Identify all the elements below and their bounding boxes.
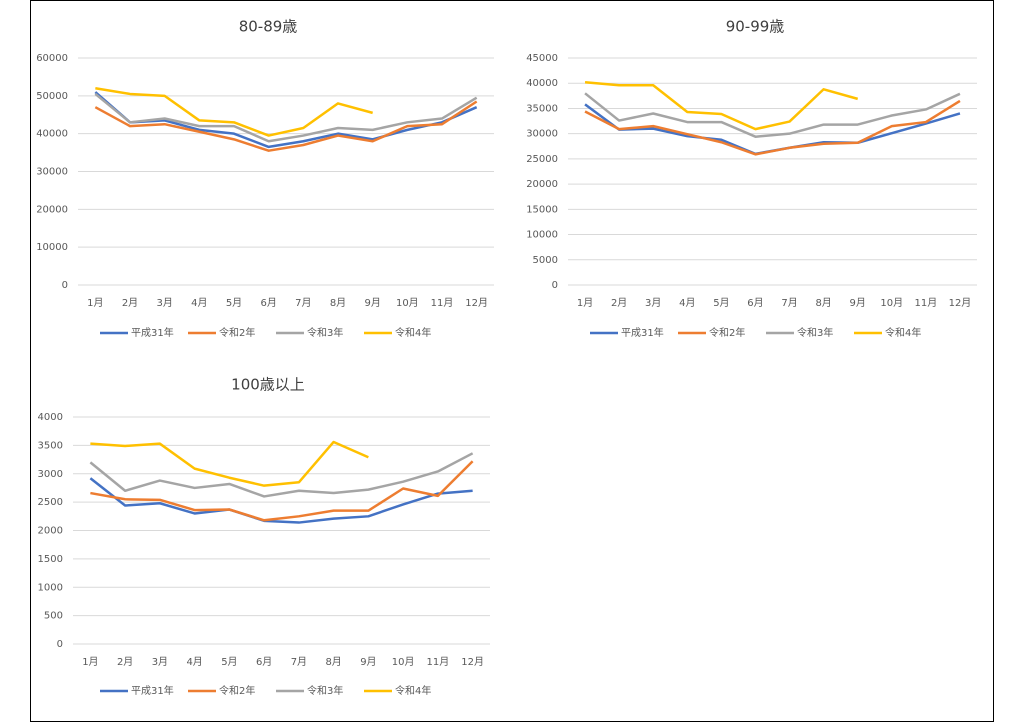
x-tick-label: 8月	[325, 656, 341, 668]
legend-label: 平成31年	[621, 326, 664, 339]
chart-title: 100歳以上	[231, 376, 305, 394]
x-tick-label: 2月	[117, 656, 133, 668]
y-tick-label: 40000	[36, 129, 68, 140]
x-tick-label: 4月	[191, 297, 207, 309]
y-tick-label: 1000	[38, 582, 63, 593]
series-line	[584, 92, 961, 138]
x-tick-label: 7月	[781, 297, 797, 309]
series-line	[95, 87, 373, 137]
x-tick-label: 9月	[850, 297, 866, 309]
series-line	[584, 80, 859, 131]
series-line	[584, 99, 961, 156]
series-line	[94, 92, 478, 143]
x-tick-label: 11月	[915, 297, 938, 309]
y-tick-label: 0	[552, 280, 558, 291]
y-tick-label: 10000	[526, 230, 558, 241]
legend-label: 令和3年	[797, 326, 833, 339]
x-tick-label: 3月	[156, 297, 172, 309]
x-tick-label: 11月	[427, 656, 450, 668]
y-tick-label: 50000	[36, 91, 68, 102]
x-tick-label: 8月	[330, 297, 346, 309]
y-tick-label: 20000	[36, 204, 68, 215]
y-tick-label: 3500	[38, 440, 63, 451]
x-tick-label: 7月	[295, 297, 311, 309]
y-tick-label: 0	[62, 280, 68, 291]
x-tick-label: 4月	[186, 656, 202, 668]
y-tick-label: 15000	[526, 204, 558, 215]
y-tick-label: 2000	[38, 526, 63, 537]
x-tick-label: 6月	[260, 297, 276, 309]
y-tick-label: 4000	[38, 412, 63, 423]
x-tick-label: 12月	[949, 297, 972, 309]
legend-label: 令和4年	[395, 684, 431, 697]
frame	[30, 0, 994, 722]
y-tick-label: 500	[44, 611, 63, 622]
y-tick-label: 25000	[526, 154, 558, 165]
legend-label: 令和4年	[885, 326, 921, 339]
x-tick-label: 5月	[226, 297, 242, 309]
x-tick-label: 4月	[679, 297, 695, 309]
x-tick-label: 12月	[465, 297, 488, 309]
y-tick-label: 30000	[526, 129, 558, 140]
y-tick-label: 5000	[533, 255, 558, 266]
y-tick-label: 1500	[38, 554, 63, 565]
x-tick-label: 9月	[360, 656, 376, 668]
y-tick-label: 40000	[526, 78, 558, 89]
legend-label: 平成31年	[131, 326, 174, 339]
x-tick-label: 7月	[291, 656, 307, 668]
y-tick-label: 45000	[526, 53, 558, 64]
x-tick-label: 10月	[396, 297, 419, 309]
series-line	[94, 91, 478, 149]
x-tick-label: 1月	[87, 297, 103, 309]
x-tick-label: 6月	[256, 656, 272, 668]
legend-label: 令和4年	[395, 326, 431, 339]
chart-title: 80-89歳	[239, 18, 298, 36]
x-tick-label: 1月	[82, 656, 98, 668]
legend-label: 平成31年	[131, 684, 174, 697]
y-tick-label: 30000	[36, 167, 68, 178]
series-line	[89, 477, 473, 524]
x-tick-label: 10月	[392, 656, 415, 668]
y-tick-label: 10000	[36, 242, 68, 253]
legend-label: 令和2年	[219, 684, 255, 697]
chart-title: 90-99歳	[726, 18, 785, 36]
x-tick-label: 12月	[461, 656, 484, 668]
series-line	[89, 452, 474, 498]
x-tick-label: 2月	[122, 297, 138, 309]
legend-label: 令和3年	[307, 326, 343, 339]
y-tick-label: 2500	[38, 497, 63, 508]
legend-label: 令和2年	[709, 326, 745, 339]
y-tick-label: 0	[57, 639, 63, 650]
legend-label: 令和2年	[219, 326, 255, 339]
x-tick-label: 8月	[815, 297, 831, 309]
x-tick-label: 10月	[880, 297, 903, 309]
x-tick-label: 6月	[747, 297, 763, 309]
x-tick-label: 3月	[152, 656, 168, 668]
x-tick-label: 9月	[364, 297, 380, 309]
y-tick-label: 35000	[526, 103, 558, 114]
legend-label: 令和3年	[307, 684, 343, 697]
x-tick-label: 11月	[431, 297, 454, 309]
x-tick-label: 5月	[713, 297, 729, 309]
x-tick-label: 1月	[577, 297, 593, 309]
x-tick-label: 2月	[611, 297, 627, 309]
series-line	[90, 440, 369, 487]
y-tick-label: 60000	[36, 53, 68, 64]
y-tick-label: 3000	[38, 469, 63, 480]
x-tick-label: 5月	[221, 656, 237, 668]
x-tick-label: 3月	[645, 297, 661, 309]
series-line	[90, 460, 474, 522]
y-tick-label: 20000	[526, 179, 558, 190]
series-line	[94, 100, 478, 152]
